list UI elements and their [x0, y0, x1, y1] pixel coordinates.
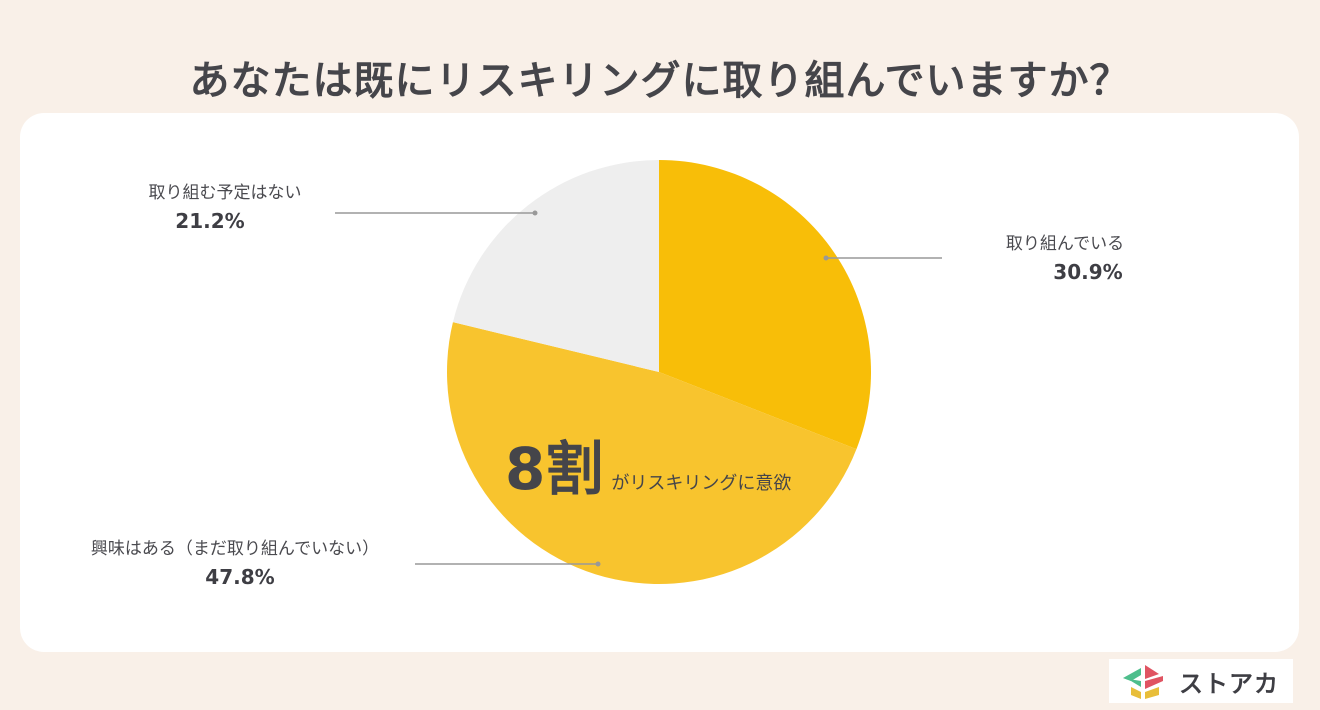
graduation-cap-icon	[1123, 665, 1163, 699]
leader-dot	[532, 210, 538, 216]
label-doing-pct: 30.9%	[1053, 260, 1123, 284]
label-no-plan: 取り組む予定はない 21.2%	[120, 178, 330, 233]
label-interested: 興味はある（まだ取り組んでいない） 47.8%	[60, 534, 480, 589]
brand-name: ストアカ	[1179, 669, 1279, 698]
leader-dot	[823, 255, 829, 261]
label-doing: 取り組んでいる 30.9%	[965, 229, 1165, 284]
leader-dot	[595, 561, 601, 567]
label-interested-pct: 47.8%	[205, 565, 275, 589]
brand-logo: ストアカ	[1109, 659, 1293, 703]
slice-interested	[447, 322, 857, 584]
label-no-plan-name: 取り組む予定はない	[148, 183, 302, 203]
label-no-plan-pct: 21.2%	[175, 209, 245, 233]
label-doing-name: 取り組んでいる	[1005, 234, 1125, 254]
callout-annotation: 8割 がリスキリングに意欲	[505, 440, 791, 498]
label-interested-name: 興味はある（まだ取り組んでいない）	[90, 539, 380, 559]
callout-big: 8割	[505, 435, 604, 503]
slice-no-plan	[452, 160, 659, 372]
slice-doing	[659, 160, 871, 450]
callout-small: がリスキリングに意欲	[611, 473, 792, 494]
chart-title: あなたは既にリスキリングに取り組んでいますか？	[189, 58, 1131, 104]
